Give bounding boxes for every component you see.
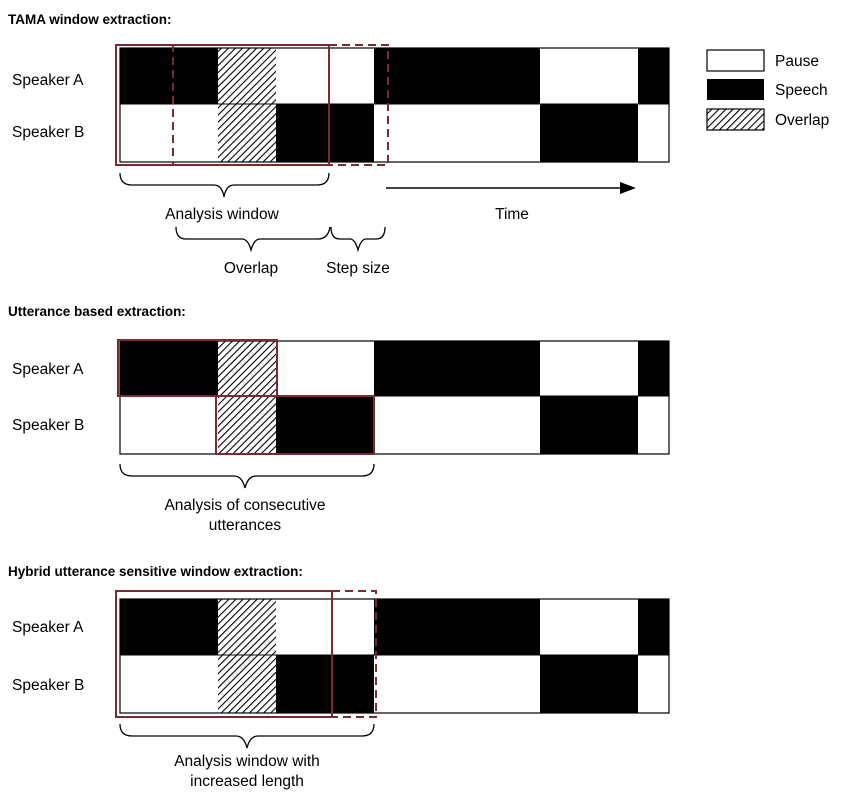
consecutive-label-line2: utterances — [209, 517, 282, 534]
speech-segment — [540, 104, 638, 162]
speaker-b-label: Speaker B — [12, 417, 84, 434]
speech-segment — [374, 341, 540, 396]
next-window-frame — [172, 44, 389, 166]
speaker-a-label: Speaker A — [12, 619, 84, 636]
legend-overlap-swatch — [706, 108, 765, 131]
speech-segment — [540, 396, 638, 454]
speech-segment — [374, 599, 540, 655]
legend-overlap-label: Overlap — [775, 112, 829, 129]
timeline-outline — [119, 598, 670, 714]
extension-frame — [331, 590, 377, 718]
section-title-utterance: Utterance based extraction: — [8, 304, 186, 319]
speech-segment — [276, 104, 374, 162]
speech-segment — [276, 655, 374, 713]
section-utterance: Utterance based extraction: Speaker A Sp… — [8, 304, 670, 534]
time-arrow-head — [620, 182, 636, 194]
overlap-segment — [218, 341, 276, 396]
utterance-b-frame — [215, 395, 375, 455]
consecutive-brace — [119, 463, 375, 489]
consecutive-label-line1: Analysis of consecutive — [164, 497, 325, 514]
legend-speech-label: Speech — [775, 82, 828, 99]
section-title-hybrid: Hybrid utterance sensitive window extrac… — [8, 564, 303, 579]
speaker-a-label: Speaker A — [12, 72, 84, 89]
speech-segment — [638, 48, 669, 104]
overlap-segment — [218, 48, 276, 104]
overlap-brace — [175, 226, 331, 253]
speech-segment — [120, 48, 218, 104]
analysis-window-brace — [119, 172, 330, 198]
analysis-window-label: Analysis window — [165, 206, 280, 223]
speech-segment — [540, 655, 638, 713]
speaker-b-label: Speaker B — [12, 124, 84, 141]
timeline-grid — [119, 598, 670, 714]
timeline-grid — [119, 47, 670, 163]
overlap-segment — [218, 104, 276, 162]
overlap-segment — [218, 599, 276, 655]
section-hybrid: Hybrid utterance sensitive window extrac… — [8, 564, 670, 790]
speech-segment — [120, 341, 218, 396]
speaker-b-label: Speaker B — [12, 677, 84, 694]
step-size-brace — [330, 226, 386, 253]
legend-speech-swatch — [707, 79, 764, 100]
increased-label-line2: increased length — [190, 773, 304, 790]
overlap-segment — [218, 396, 276, 454]
speech-segment — [276, 396, 374, 454]
time-label: Time — [495, 206, 529, 223]
increased-label-line1: Analysis window with — [174, 753, 320, 770]
speech-segment — [120, 599, 218, 655]
overlap-segment — [218, 655, 276, 713]
speech-segment — [374, 48, 540, 104]
section-title-tama: TAMA window extraction: — [8, 12, 172, 27]
speech-segment — [638, 599, 669, 655]
step-size-label: Step size — [326, 260, 390, 277]
legend-pause-label: Pause — [775, 53, 819, 70]
timeline-grid — [119, 340, 670, 455]
timeline-outline — [119, 340, 670, 455]
utterance-a-frame — [117, 339, 278, 397]
overlap-label: Overlap — [224, 260, 278, 277]
speech-segment — [638, 341, 669, 396]
increased-length-brace — [119, 723, 375, 749]
legend-pause-swatch — [706, 49, 765, 72]
speaker-a-label: Speaker A — [12, 361, 84, 378]
section-tama: TAMA window extraction: Speaker A Speake… — [8, 12, 670, 277]
legend: Pause Speech Overlap — [706, 49, 829, 131]
timeline-outline — [119, 47, 670, 163]
